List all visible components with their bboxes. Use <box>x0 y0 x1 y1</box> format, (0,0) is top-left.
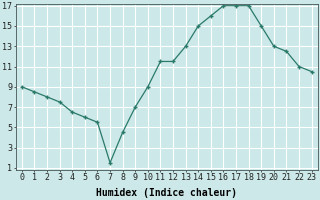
X-axis label: Humidex (Indice chaleur): Humidex (Indice chaleur) <box>96 188 237 198</box>
